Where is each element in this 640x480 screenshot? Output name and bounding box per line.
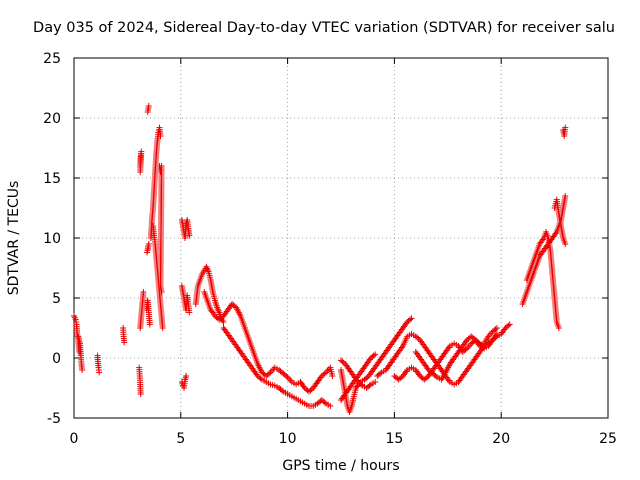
data-point [278,387,285,394]
y-tick-label: 20 [43,111,61,127]
y-tick-label: 10 [43,231,61,247]
data-point [321,399,328,406]
data-point [121,339,128,346]
data-point [137,391,144,397]
data-point [366,382,373,389]
data-point [144,249,151,256]
x-tick-label: 5 [176,431,185,447]
data-point [562,193,569,199]
y-tick-label: -5 [47,411,61,427]
data-point [96,369,103,376]
data-point [266,370,273,377]
data-point [157,133,164,139]
data-point [555,325,562,331]
data-point [357,381,364,388]
x-tick-label: 25 [599,431,617,447]
data-point [140,289,147,295]
data-point [186,309,193,316]
data-point [407,316,414,323]
x-tick-label: 10 [279,431,297,447]
data-point [492,326,499,333]
data-point [329,373,336,379]
data-point [493,325,500,331]
axis-ticks: 0 5 10 15 20 25 -5 0 5 10 15 20 25 [43,51,617,447]
data-point [145,103,152,109]
y-tick-label: 15 [43,171,61,187]
data-point [283,373,290,379]
data-point [183,373,190,379]
data-point [408,315,415,322]
data-point [220,319,227,325]
data-point [372,351,379,358]
data-point [562,241,569,247]
data-point [372,379,379,385]
y-tick-label: 0 [52,351,61,367]
data-point [158,289,165,295]
data-point [159,325,166,331]
data-point [432,373,439,379]
data-point [79,367,86,373]
data-point [370,352,377,359]
y-axis-label: SDTVAR / TECUs [6,181,22,296]
data-point [186,232,193,239]
y-tick-label: 5 [52,291,61,307]
data-point [146,321,153,328]
data-point [257,375,264,382]
data-point [506,321,513,328]
x-axis-label: GPS time / hours [282,458,399,474]
data-point [327,403,334,409]
data-point [562,124,569,131]
data-points [71,103,569,415]
data-point [493,331,500,337]
data-point [321,370,328,377]
x-tick-label: 20 [492,431,510,447]
data-point [377,370,384,377]
data-point [137,169,144,175]
x-tick-label: 15 [385,431,403,447]
data-point [462,346,469,353]
y-tick-label: 25 [43,51,61,67]
chart-title: Day 035 of 2024, Sidereal Day-to-day VTE… [33,20,615,36]
x-tick-label: 0 [70,431,79,447]
data-point [505,322,512,329]
